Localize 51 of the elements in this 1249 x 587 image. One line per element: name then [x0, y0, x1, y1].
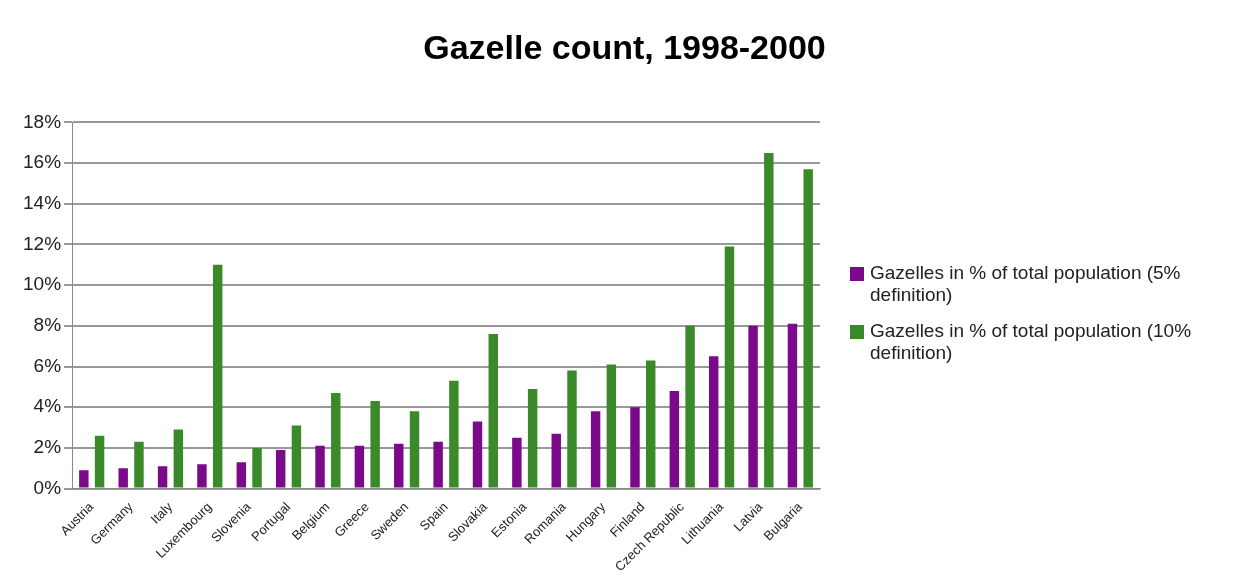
- y-tick-label: 4%: [33, 395, 62, 417]
- bar: [685, 325, 695, 488]
- bar: [669, 390, 680, 488]
- bar: [748, 325, 758, 488]
- bar: [275, 449, 286, 488]
- bar: [646, 360, 656, 488]
- bar: [606, 364, 617, 488]
- bar: [433, 441, 443, 488]
- bar: [134, 441, 144, 488]
- chart-title: Gazelle count, 1998-2000: [422, 28, 827, 67]
- bar: [291, 425, 302, 488]
- bar: [394, 443, 404, 488]
- y-tick-label: 6%: [33, 354, 62, 376]
- bar: [79, 470, 89, 488]
- bar: [590, 411, 601, 488]
- y-tick-label: 18%: [23, 110, 62, 132]
- bar: [409, 411, 420, 488]
- bar: [197, 464, 207, 488]
- y-tick-label: 2%: [33, 436, 62, 458]
- y-tick-label: 14%: [23, 192, 62, 214]
- bar: [449, 380, 459, 488]
- legend-label: Gazelles in % of total population (10% definition): [870, 320, 1193, 364]
- bar: [787, 323, 798, 488]
- bar: [764, 152, 774, 488]
- bar: [512, 437, 522, 488]
- bar: [724, 246, 735, 488]
- bar: [472, 421, 483, 488]
- bar: [488, 333, 498, 488]
- bar: [212, 264, 223, 488]
- bar: [354, 445, 365, 488]
- bar: [803, 169, 813, 488]
- bar: [567, 370, 577, 488]
- y-tick-label: 8%: [33, 314, 62, 336]
- bar: [551, 433, 561, 488]
- bar: [118, 468, 128, 488]
- bar: [236, 462, 247, 488]
- bar: [527, 388, 538, 488]
- bar: [630, 407, 640, 488]
- y-tick-label: 0%: [33, 476, 62, 498]
- y-tick-label: 16%: [23, 151, 62, 173]
- y-tick-label: 12%: [23, 232, 62, 254]
- bar: [173, 429, 184, 488]
- bar: [157, 466, 168, 488]
- bar: [708, 356, 719, 488]
- y-tick-label: 10%: [23, 273, 62, 295]
- bar: [370, 401, 380, 488]
- bar: [252, 447, 262, 488]
- bar: [315, 445, 325, 488]
- legend-label: Gazelles in % of total population (5% definition): [870, 262, 1182, 306]
- bar: [331, 392, 341, 488]
- bar: [94, 435, 105, 488]
